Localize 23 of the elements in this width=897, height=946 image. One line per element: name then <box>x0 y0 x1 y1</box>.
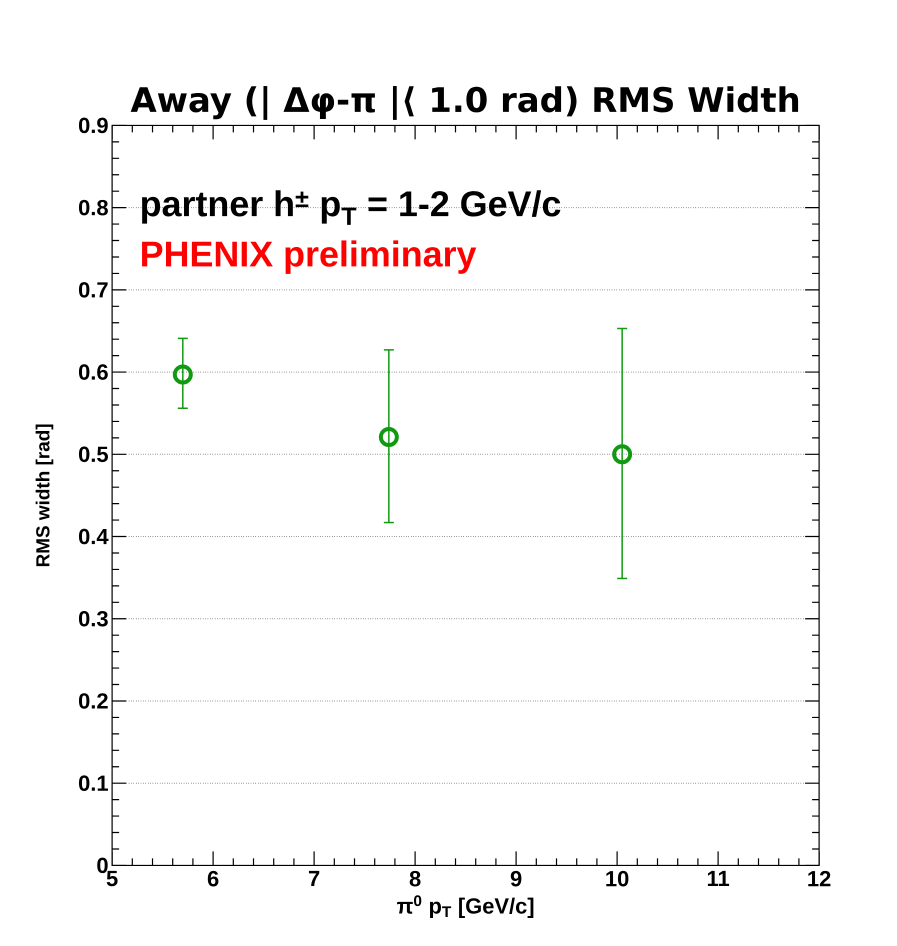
annotation: PHENIX preliminary <box>142 240 476 274</box>
annotation: partner h$^{±}$ p$_{T}$ = 1-2 GeV/c <box>142 190 560 225</box>
x-tick-label: 7 <box>308 870 320 886</box>
y-tick-label: 0 <box>97 858 108 874</box>
y-tick-label: 0.7 <box>78 282 108 298</box>
y-tick-label: 0.1 <box>78 775 108 791</box>
y-tick-label: 0.9 <box>78 118 108 134</box>
x-tick-label: 11 <box>708 870 730 886</box>
y-tick-label: 0.6 <box>78 364 108 380</box>
y-tick-label: 0.3 <box>78 610 108 627</box>
y-axis-title: RMS width [rad] <box>36 424 54 566</box>
y-tick-label: 0.8 <box>78 200 108 216</box>
y-tick-label: 0.4 <box>78 528 108 544</box>
x-axis-title: π$^{0}$ p$_{T}$ [GeV/c] <box>397 895 534 918</box>
y-tick-label: 0.5 <box>78 446 108 462</box>
y-tick-label: 0.2 <box>78 693 108 709</box>
x-tick-label: 6 <box>208 870 218 886</box>
x-tick-label: 8 <box>410 870 421 886</box>
x-tick-label: 9 <box>510 870 522 886</box>
chart-title: Away (| Δφ-π |⟨ 1.0 rad) RMS Width <box>130 86 798 120</box>
x-tick-label: 10 <box>606 870 628 886</box>
x-tick-label: 5 <box>106 870 118 886</box>
x-tick-label: 12 <box>808 870 830 886</box>
